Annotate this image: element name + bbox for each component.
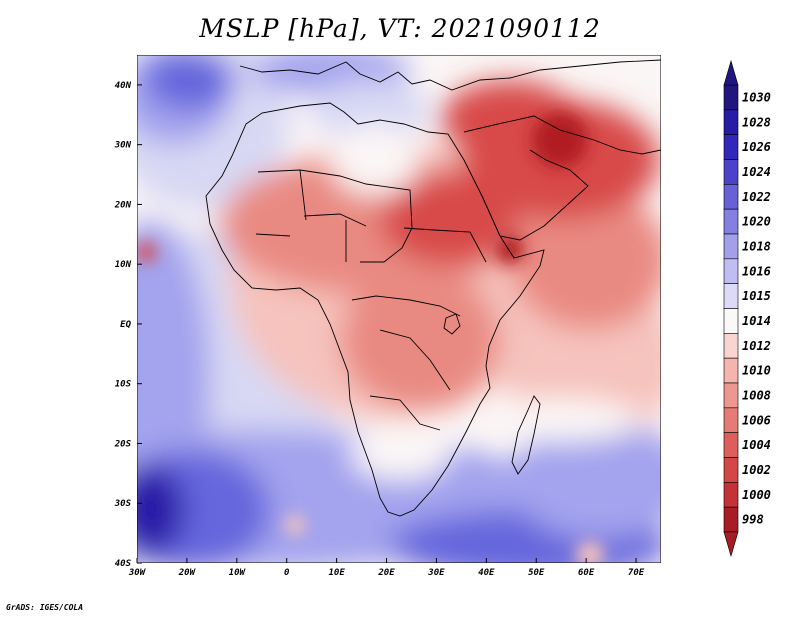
- colorbar-swatch: [723, 382, 739, 409]
- lon-tick-label: 20W: [178, 568, 197, 578]
- colorbar-label: 998: [742, 513, 764, 527]
- colorbar-swatch: [723, 333, 739, 359]
- high-core-southwest: [137, 450, 270, 563]
- colorbar-swatch: [723, 258, 739, 284]
- colorbar-swatch: [723, 482, 739, 508]
- colorbar-swatch: [723, 159, 739, 185]
- colorbar-label: 1015: [742, 289, 771, 303]
- credit-label: GrADS: IGES/COLA: [6, 603, 84, 612]
- colorbar-swatch: [723, 457, 739, 483]
- colorbar-label: 1006: [742, 413, 771, 427]
- colorbar-label: 1014: [742, 314, 771, 328]
- lat-tick-label: 10N: [115, 260, 132, 270]
- africa-coastline: [205, 102, 545, 517]
- lon-tick-label: 30W: [128, 568, 147, 578]
- madagascar-coastline: [511, 395, 541, 475]
- lat-tick-label: 40N: [115, 81, 132, 91]
- coastlines: [205, 59, 661, 517]
- high-core-north-atlantic: [145, 55, 235, 110]
- colorbar-label: 1030: [742, 90, 771, 104]
- low-patch-southeast: [576, 541, 604, 563]
- neutral-band-mozambique: [480, 398, 640, 442]
- map-title: MSLP [hPa], VT: 2021090112: [199, 14, 601, 43]
- colorbar-label: 1016: [742, 264, 771, 278]
- europe-coastline: [239, 59, 661, 91]
- low-patch-south: [285, 515, 305, 535]
- colorbar-swatch: [723, 432, 739, 458]
- high-band-indian: [510, 420, 661, 540]
- lon-tick-label: 0: [284, 568, 290, 578]
- lon-tick-label: 10W: [229, 568, 247, 578]
- colorbar-swatch: [723, 506, 739, 533]
- colorbar-label: 1004: [742, 438, 771, 452]
- low-band-central-africa: [340, 270, 500, 410]
- colorbar-swatch: [723, 134, 739, 160]
- colorbar-label: 1020: [742, 215, 771, 229]
- colorbar-max-arrow: [723, 59, 739, 86]
- colorbar-swatch: [723, 84, 739, 111]
- lat-tick-label: 20S: [114, 439, 132, 449]
- colorbar: 1030 1028 1026 1024 1022 1020 1018 1016 1015 1014…: [723, 59, 771, 558]
- colorbar-label: 1024: [742, 165, 771, 179]
- lat-tick-label: 30S: [114, 499, 132, 509]
- colorbar-swatch: [723, 407, 739, 433]
- colorbar-label: 1002: [742, 463, 771, 477]
- colorbar-label: 1018: [742, 239, 771, 253]
- country-borders: [255, 169, 487, 431]
- colorbar-label: 1022: [742, 190, 771, 204]
- lon-tick-label: 10E: [328, 568, 345, 578]
- lon-tick-label: 40E: [478, 568, 495, 578]
- high-band-mediterranean: [310, 80, 430, 140]
- colorbar-label: 1010: [742, 364, 771, 378]
- colorbar-swatch: [723, 308, 739, 334]
- lat-tick-label: 30N: [114, 141, 132, 151]
- colorbar-label: 1012: [742, 339, 771, 353]
- low-center-persian-gulf: [532, 112, 588, 168]
- low-center-atlantic: [137, 242, 156, 262]
- colorbar-label: 1026: [742, 140, 771, 154]
- pressure-map: [137, 55, 661, 563]
- colorbar-swatch: [723, 233, 739, 260]
- colorbar-swatch: [723, 184, 739, 210]
- colorbar-swatch: [723, 109, 739, 135]
- lat-tick-label: 10S: [115, 380, 132, 390]
- lat-tick-label: 40S: [115, 559, 132, 569]
- lat-tick-label: 20N: [114, 200, 132, 210]
- colorbar-swatch: [723, 357, 739, 384]
- lon-tick-label: 50E: [528, 568, 545, 578]
- low-band-arabian-sea: [510, 190, 661, 330]
- colorbar-swatch: [723, 208, 739, 235]
- pressure-field: [137, 55, 661, 563]
- colorbar-label: 1028: [742, 115, 771, 129]
- colorbar-swatch: [723, 283, 739, 309]
- lon-tick-label: 70E: [628, 568, 645, 578]
- lat-tick-label: EQ: [120, 320, 131, 330]
- neutral-band-sahara: [330, 125, 420, 195]
- high-center-south-atlantic: [137, 465, 185, 555]
- colorbar-label: 1008: [742, 388, 771, 402]
- arabia-coastline: [463, 115, 661, 241]
- map-axes: 30W 20W 10W 0 10E 20E 30E 40E 50E 60E 70E 40N 30N 20N…: [114, 81, 645, 578]
- lake-victoria-outline: [443, 313, 461, 335]
- lon-tick-label: 20E: [377, 568, 395, 578]
- lon-tick-label: 30E: [427, 568, 445, 578]
- neutral-band-south-africa: [350, 430, 450, 480]
- colorbar-label: 1000: [742, 488, 771, 502]
- lon-tick-label: 60E: [578, 568, 595, 578]
- colorbar-min-arrow: [723, 531, 739, 558]
